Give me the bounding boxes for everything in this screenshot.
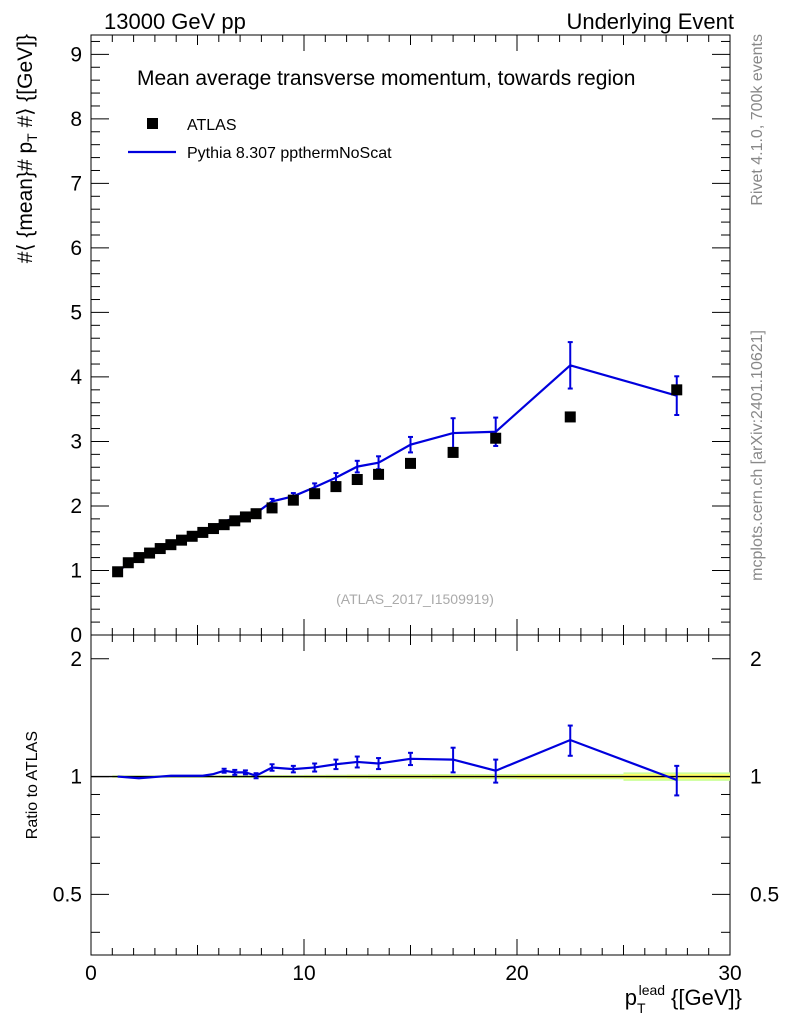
y-tick-label: 5 bbox=[70, 301, 82, 324]
data-point bbox=[122, 557, 134, 569]
x-tick-label: 30 bbox=[718, 962, 741, 985]
legend-data-label: ATLAS bbox=[187, 117, 237, 134]
data-point bbox=[564, 411, 576, 423]
x-axis-title-sub: T bbox=[637, 1000, 646, 1016]
data-point bbox=[176, 534, 188, 546]
data-point bbox=[186, 530, 198, 542]
data-point bbox=[207, 523, 219, 535]
y-tick-label: 9 bbox=[70, 43, 82, 66]
x-axis-title-unit: {[GeV]} bbox=[671, 985, 742, 1010]
y-tick-label: 6 bbox=[70, 237, 82, 260]
analysis-id: (ATLAS_2017_I1509919) bbox=[336, 591, 494, 607]
mc-ratio-series bbox=[117, 724, 680, 797]
data-point bbox=[373, 468, 385, 480]
y-tick-label: 4 bbox=[70, 366, 82, 389]
y-axis-title-part1: #⟨ {mean}# p bbox=[14, 142, 37, 263]
axis-tick-labels: 0 10 20 30 0 1 2 3 4 5 6 7 8 9 0.5 0.5 1 1 2 2 bbox=[53, 43, 779, 985]
legend-data-marker bbox=[147, 118, 158, 129]
y-axis-title-part3: #⟩ {[GeV]} bbox=[14, 34, 37, 133]
ratio-tick-label-left: 1 bbox=[70, 766, 82, 789]
y-tick-label: 1 bbox=[70, 559, 82, 582]
data-point bbox=[154, 543, 166, 555]
data-point bbox=[165, 539, 177, 551]
data-point bbox=[266, 502, 278, 514]
y-tick-label: 2 bbox=[70, 495, 82, 518]
x-tick-label: 0 bbox=[85, 962, 97, 985]
data-point bbox=[287, 494, 299, 506]
data-point bbox=[309, 488, 321, 500]
header-right: Underlying Event bbox=[566, 9, 734, 34]
data-point bbox=[218, 519, 230, 531]
ratio-tick-label-right: 2 bbox=[750, 648, 762, 671]
ratio-tick-label-left: 2 bbox=[70, 648, 82, 671]
rivet-label: Rivet 4.1.0, 700k events bbox=[749, 34, 766, 206]
mc-line bbox=[116, 364, 678, 573]
axis-ticks bbox=[90, 35, 731, 955]
x-axis-title-main: p bbox=[625, 985, 637, 1010]
ratio-tick-label-left: 0.5 bbox=[53, 883, 82, 906]
ratio-tick-label-right: 1 bbox=[750, 766, 762, 789]
data-point bbox=[144, 547, 156, 559]
data-point bbox=[405, 457, 416, 469]
legend-mc-label: Pythia 8.307 ppthermNoScat bbox=[187, 145, 392, 162]
mcplots-label: mcplots.cern.ch [arXiv:2401.10621] bbox=[749, 330, 766, 581]
ratio-tick-label-right: 0.5 bbox=[750, 883, 779, 906]
data-point bbox=[197, 526, 209, 538]
data-point bbox=[250, 508, 262, 520]
data-series bbox=[112, 384, 683, 578]
x-axis-title: pTlead {[GeV]} bbox=[625, 982, 742, 1016]
data-point bbox=[671, 384, 683, 396]
data-point bbox=[447, 446, 459, 458]
x-tick-label: 20 bbox=[505, 962, 528, 985]
chart-title: Mean average transverse momentum, toward… bbox=[137, 67, 635, 90]
y-tick-label: 7 bbox=[70, 172, 82, 195]
data-point bbox=[490, 432, 502, 444]
data-point bbox=[239, 511, 251, 523]
y-tick-label: 0 bbox=[70, 624, 82, 647]
data-point bbox=[112, 566, 124, 578]
data-point bbox=[330, 481, 342, 493]
header-left: 13000 GeV pp bbox=[104, 9, 246, 34]
y-tick-label: 3 bbox=[70, 430, 82, 453]
ratio-frame bbox=[90, 634, 731, 956]
y-tick-label: 8 bbox=[70, 108, 82, 131]
data-point bbox=[229, 515, 241, 527]
data-point bbox=[133, 552, 145, 564]
data-point bbox=[351, 474, 363, 486]
x-axis-title-sup: lead bbox=[639, 982, 665, 998]
x-tick-label: 10 bbox=[292, 962, 315, 985]
y-axis-title-sub: T bbox=[24, 133, 40, 142]
y-axis-title: #⟨ {mean}# pT #⟩ {[GeV]} bbox=[14, 34, 40, 263]
ratio-axis-title: Ratio to ATLAS bbox=[24, 731, 41, 839]
